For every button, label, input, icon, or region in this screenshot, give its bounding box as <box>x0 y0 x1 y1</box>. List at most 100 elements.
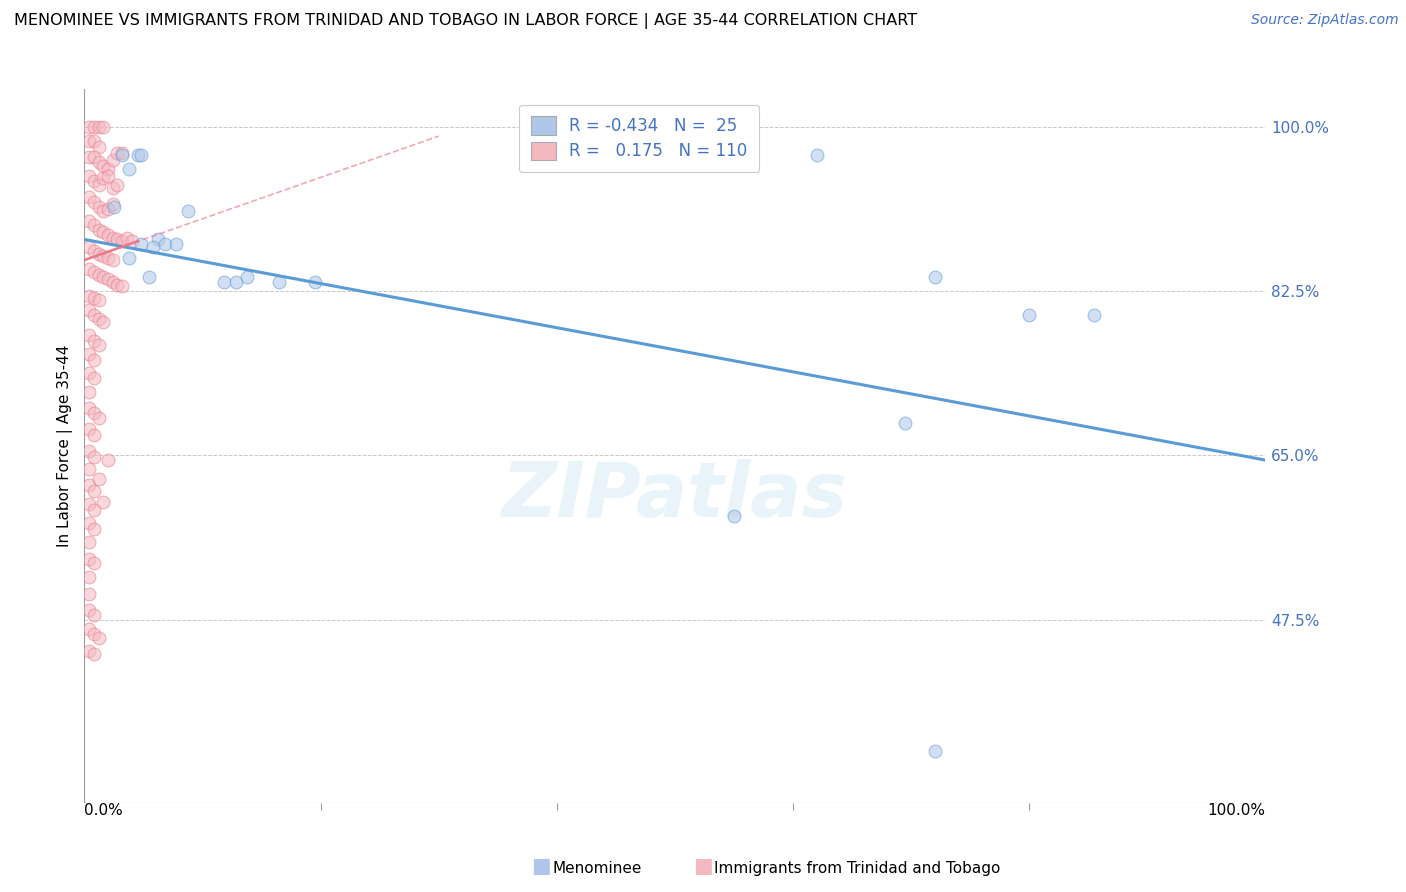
Point <box>304 275 326 289</box>
Point <box>1018 308 1040 322</box>
Point <box>83 219 105 233</box>
Point <box>1083 308 1105 322</box>
Point <box>77 150 100 164</box>
Text: ZIPatlas: ZIPatlas <box>502 459 848 533</box>
Point <box>121 235 143 249</box>
Point <box>101 230 124 244</box>
Point <box>83 557 105 571</box>
Point <box>77 384 100 399</box>
Text: 0.0%: 0.0% <box>84 803 124 818</box>
Point <box>97 251 120 265</box>
Point <box>77 190 100 204</box>
Point <box>83 265 105 279</box>
Text: MENOMINEE VS IMMIGRANTS FROM TRINIDAD AND TOBAGO IN LABOR FORCE | AGE 35-44 CORR: MENOMINEE VS IMMIGRANTS FROM TRINIDAD AN… <box>14 13 917 29</box>
Point <box>83 150 105 164</box>
Text: 100.0%: 100.0% <box>1208 803 1265 818</box>
Point <box>91 159 114 173</box>
Point <box>77 262 100 277</box>
Point <box>924 270 946 285</box>
Y-axis label: In Labor Force | Age 35-44: In Labor Force | Age 35-44 <box>58 345 73 547</box>
Point <box>87 472 110 486</box>
Point <box>77 478 100 492</box>
Point <box>87 293 110 308</box>
Point <box>97 453 120 467</box>
Point <box>83 406 105 420</box>
Point <box>107 146 129 161</box>
Point <box>77 570 100 584</box>
Point <box>77 551 100 566</box>
Point <box>77 401 100 416</box>
Point <box>118 161 141 176</box>
Text: ■: ■ <box>693 856 713 876</box>
Point <box>83 134 105 148</box>
Point <box>115 230 138 244</box>
Point <box>87 120 110 134</box>
Point <box>77 516 100 530</box>
Point <box>87 246 110 260</box>
Point <box>101 275 124 289</box>
Text: Source: ZipAtlas.com: Source: ZipAtlas.com <box>1251 13 1399 28</box>
Point <box>77 302 100 317</box>
Point <box>91 249 114 263</box>
Point <box>83 308 105 322</box>
Point <box>83 371 105 385</box>
Text: Immigrants from Trinidad and Tobago: Immigrants from Trinidad and Tobago <box>714 861 1001 876</box>
Point <box>91 495 114 509</box>
Point <box>77 603 100 617</box>
Point <box>111 279 134 293</box>
Point <box>83 627 105 641</box>
Point <box>83 427 105 442</box>
Point <box>87 312 110 326</box>
Point <box>87 200 110 214</box>
Point <box>138 270 160 285</box>
Point <box>269 275 291 289</box>
Legend: R = -0.434   N =  25, R =   0.175   N = 110: R = -0.434 N = 25, R = 0.175 N = 110 <box>519 104 759 172</box>
Point <box>129 237 152 252</box>
Point <box>77 289 100 303</box>
Point <box>77 240 100 254</box>
Point <box>87 632 110 646</box>
Point <box>111 146 134 161</box>
Point <box>83 194 105 209</box>
Point <box>97 169 120 183</box>
Point <box>107 232 129 246</box>
Point <box>77 120 100 134</box>
Point <box>118 251 141 265</box>
Point <box>83 334 105 348</box>
Point <box>111 148 134 162</box>
Point <box>87 155 110 169</box>
Point <box>101 153 124 167</box>
Point <box>236 270 259 285</box>
Point <box>77 587 100 601</box>
Text: ■: ■ <box>531 856 551 876</box>
Point <box>87 140 110 154</box>
Point <box>91 225 114 239</box>
Point <box>107 277 129 292</box>
Point <box>142 240 165 254</box>
Point <box>97 272 120 286</box>
Point <box>723 509 745 524</box>
Point <box>77 134 100 148</box>
Point <box>153 237 176 252</box>
Point <box>129 148 152 162</box>
Point <box>83 503 105 517</box>
Point <box>101 196 124 211</box>
Point <box>77 534 100 549</box>
Point <box>97 202 120 217</box>
Point <box>101 181 124 195</box>
Point <box>87 337 110 351</box>
Point <box>806 148 828 162</box>
Point <box>87 223 110 237</box>
Point <box>87 268 110 282</box>
Point <box>177 204 200 219</box>
Point <box>212 275 235 289</box>
Point <box>83 648 105 662</box>
Point <box>146 232 169 246</box>
Point <box>83 352 105 367</box>
Point <box>83 174 105 188</box>
Point <box>83 244 105 258</box>
Point <box>77 366 100 380</box>
Point <box>91 171 114 186</box>
Point <box>77 497 100 511</box>
Point <box>77 622 100 636</box>
